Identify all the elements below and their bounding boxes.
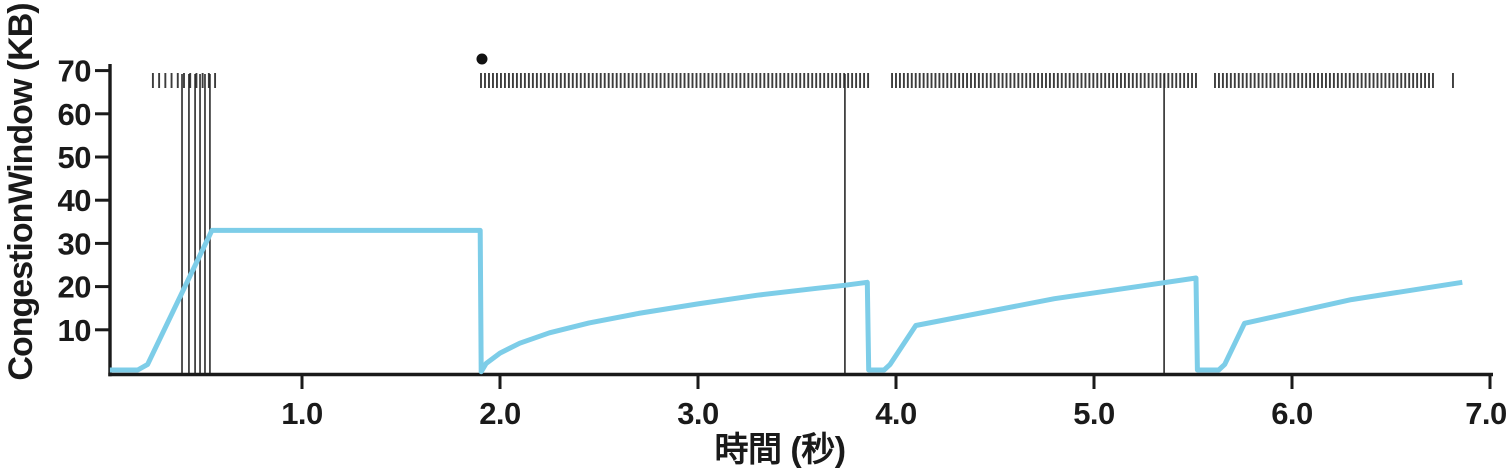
y-tick-label: 30 bbox=[58, 226, 91, 261]
x-tick-label: 6.0 bbox=[1271, 396, 1313, 431]
x-tick-label: 7.0 bbox=[1465, 396, 1507, 431]
timeout-dot bbox=[476, 53, 488, 65]
x-tick-label: 5.0 bbox=[1073, 396, 1115, 431]
congestion-window-line bbox=[109, 227, 1463, 375]
x-tick-label: 3.0 bbox=[677, 396, 719, 431]
plot-area: 10 20 30 40 50 60 70 1.0 2.0 3.0 4.0 5.0 6.0 7.0 bbox=[58, 53, 1507, 431]
y-tick-label: 50 bbox=[58, 140, 91, 175]
x-axis-title: 時間 (秒) bbox=[714, 431, 845, 469]
y-tick-label: 60 bbox=[58, 97, 91, 132]
x-tick-label: 1.0 bbox=[281, 396, 323, 431]
y-tick-label: 20 bbox=[58, 270, 91, 305]
y-axis-title: CongestionWindow (KB) bbox=[2, 3, 40, 380]
y-tick-label: 10 bbox=[58, 313, 91, 348]
y-tick-label: 40 bbox=[58, 183, 91, 218]
y-tick-label: 70 bbox=[58, 54, 91, 89]
x-tick-label: 2.0 bbox=[479, 396, 521, 431]
x-tick-label: 4.0 bbox=[875, 396, 917, 431]
